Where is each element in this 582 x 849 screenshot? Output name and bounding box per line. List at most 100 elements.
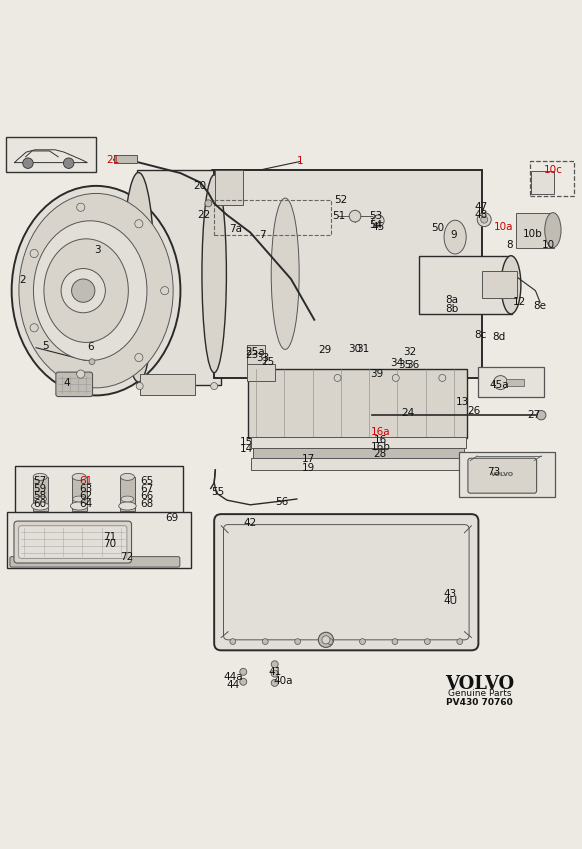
Text: 32: 32 [403,347,416,357]
Circle shape [392,638,398,644]
Text: 73: 73 [487,467,500,477]
Text: 24: 24 [401,408,414,418]
Circle shape [439,374,446,381]
Text: 16a: 16a [371,427,391,437]
Ellipse shape [70,502,88,510]
Circle shape [136,383,143,390]
Text: 7: 7 [259,230,266,239]
Text: 71: 71 [103,531,116,542]
Bar [7,512,191,568]
Text: 3: 3 [94,245,101,255]
Text: Genuine Parts: Genuine Parts [448,689,512,698]
Circle shape [477,212,491,227]
Circle shape [327,638,333,644]
Circle shape [135,353,143,362]
Bar [251,436,466,448]
Text: 7a: 7a [229,224,242,234]
Text: 5: 5 [42,341,49,351]
Text: 61: 61 [80,476,93,486]
Text: 62: 62 [80,491,93,501]
Ellipse shape [119,502,136,510]
Circle shape [494,375,508,390]
Circle shape [360,638,365,644]
Text: 42: 42 [244,519,257,528]
Text: 69: 69 [166,513,179,523]
Ellipse shape [44,239,128,342]
Text: 25: 25 [261,357,274,367]
Text: 47: 47 [474,202,487,212]
Circle shape [271,670,278,678]
Ellipse shape [545,212,561,248]
Bar [215,170,243,205]
Text: 8b: 8b [445,304,458,314]
Text: 16: 16 [374,435,387,445]
Text: 15: 15 [240,437,253,447]
Circle shape [30,323,38,332]
Text: 22: 22 [197,210,210,220]
FancyBboxPatch shape [14,521,132,563]
Text: 70: 70 [103,539,116,548]
Text: 26: 26 [467,406,480,415]
Text: 68: 68 [140,499,153,509]
Text: 43: 43 [444,589,457,599]
Bar [478,368,544,396]
Bar [251,458,466,469]
Text: 19: 19 [302,463,315,473]
Bar [72,477,87,510]
Text: 12: 12 [513,297,526,307]
Ellipse shape [121,496,134,502]
Circle shape [424,638,430,644]
Ellipse shape [271,198,299,350]
Circle shape [77,203,85,211]
Text: 40a: 40a [274,676,293,686]
FancyBboxPatch shape [56,372,93,396]
Text: VOLVO: VOLVO [491,472,514,477]
Circle shape [61,268,105,312]
Ellipse shape [31,502,49,510]
Circle shape [161,287,169,295]
Polygon shape [137,170,221,385]
Ellipse shape [73,496,86,502]
Circle shape [392,374,399,381]
Text: 51: 51 [332,211,345,221]
Bar [214,200,331,235]
Circle shape [271,679,278,686]
Bar [33,477,48,510]
Text: 1: 1 [297,156,304,166]
Text: 4U: 4U [443,597,457,606]
Ellipse shape [19,194,173,388]
Text: 8a: 8a [445,295,458,305]
Text: 50: 50 [431,222,444,233]
Text: 8c: 8c [474,330,487,340]
Circle shape [23,158,33,168]
Text: 4: 4 [63,378,70,388]
Text: 39: 39 [371,368,384,379]
Text: 17: 17 [302,454,315,464]
Text: 56: 56 [275,498,288,508]
Text: 54: 54 [370,220,382,230]
Bar [15,466,183,514]
Circle shape [318,633,333,648]
Text: 27: 27 [528,410,541,420]
Circle shape [372,215,384,227]
Text: 9: 9 [450,230,457,239]
Bar [114,155,137,163]
Text: 8d: 8d [493,332,506,342]
Circle shape [262,638,268,644]
Text: 8: 8 [506,240,513,250]
Text: 31: 31 [357,344,370,354]
Circle shape [72,279,95,302]
Bar [531,171,554,194]
FancyBboxPatch shape [10,557,180,567]
Circle shape [457,638,463,644]
Text: 67: 67 [140,484,153,493]
Circle shape [205,200,212,207]
Text: 16b: 16b [371,442,391,453]
Bar [253,447,464,459]
Circle shape [537,411,546,420]
Circle shape [271,661,278,668]
Text: 45: 45 [372,222,385,232]
Text: PV430 70760: PV430 70760 [446,698,513,707]
Text: 10c: 10c [544,165,562,175]
Ellipse shape [501,256,521,314]
